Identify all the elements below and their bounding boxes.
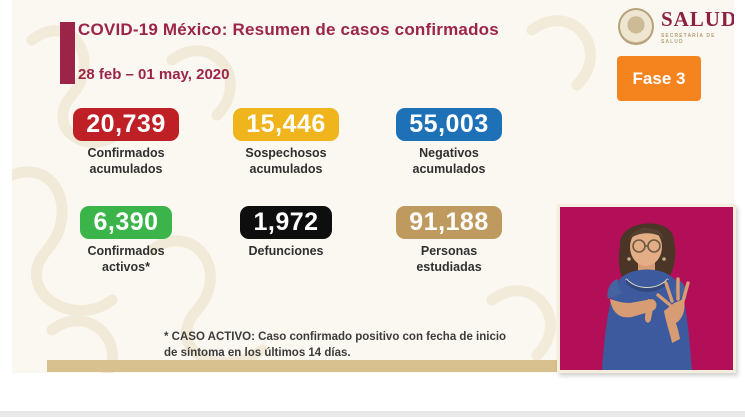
page-title: COVID-19 México: Resumen de casos confir… <box>78 20 499 39</box>
stat-value: 20,739 <box>73 108 179 141</box>
stat-negativos-acumulados: 55,003 Negativos acumulados <box>369 108 529 177</box>
salud-seal-icon <box>618 8 654 45</box>
stat-value: 15,446 <box>233 108 339 141</box>
stat-sospechosos-acumulados: 15,446 Sospechosos acumulados <box>206 108 366 177</box>
stat-label: Confirmados activos* <box>87 244 165 274</box>
footnote-line-1: * CASO ACTIVO: Caso confirmado positivo … <box>164 331 507 343</box>
stat-defunciones: 1,972 Defunciones <box>206 206 366 260</box>
sign-language-interpreter-panel <box>557 204 736 373</box>
salud-logo-text: SALUD SECRETARÍA DE SALUD <box>660 6 734 45</box>
stat-value: 91,188 <box>396 206 502 239</box>
salud-logo-subtitle: SECRETARÍA DE SALUD <box>660 32 716 45</box>
stat-label: Sospechosos acumulados <box>245 146 327 176</box>
stat-value: 1,972 <box>240 206 332 239</box>
title-accent-bar <box>60 22 75 84</box>
salud-logo: SALUD SECRETARÍA DE SALUD <box>618 8 734 45</box>
stat-label: Confirmados acumulados <box>87 146 165 176</box>
footnote-line-2: de síntoma en los últimos 14 días. <box>164 347 351 360</box>
stat-confirmados-acumulados: 20,739 Confirmados acumulados <box>46 108 206 177</box>
salud-logo-name: SALUD <box>660 6 734 31</box>
stat-personas-estudiadas: 91,188 Personas estudiadas <box>369 206 529 275</box>
interpreter-illustration <box>560 207 733 370</box>
stat-value: 6,390 <box>80 206 172 239</box>
stat-label: Negativos acumulados <box>412 146 486 176</box>
phase-badge: Fase 3 <box>617 56 701 101</box>
stat-label: Defunciones <box>248 244 324 258</box>
stat-label: Personas estudiadas <box>416 244 482 274</box>
stat-value: 55,003 <box>396 108 502 141</box>
stat-confirmados-activos: 6,390 Confirmados activos* <box>46 206 206 275</box>
date-range: 28 feb – 01 may, 2020 <box>78 66 230 83</box>
active-case-footnote: * CASO ACTIVO: Caso confirmado positivo … <box>164 329 506 361</box>
bottom-gray-strip <box>0 411 745 417</box>
